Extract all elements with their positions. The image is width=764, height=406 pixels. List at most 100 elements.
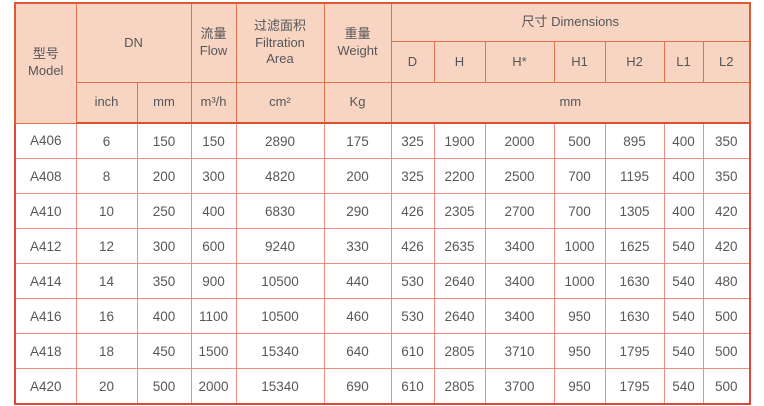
value-cell: 325 — [390, 158, 435, 194]
table-row: A420 20 500 2000 15340 690 610 2805 3700 950 1795 5… — [14, 368, 752, 405]
value-cell: 610 — [390, 333, 435, 369]
value-cell: 3400 — [484, 298, 555, 334]
value-cell: 330 — [323, 228, 392, 264]
value-cell: 3400 — [484, 263, 555, 299]
value-cell: 3400 — [484, 228, 555, 264]
header-row-dimension-columns: D H H* H1 H2 L1 L2 — [15, 41, 752, 83]
model-cell: A408 — [14, 158, 77, 194]
value-cell: 2200 — [433, 158, 486, 194]
value-cell: 500 — [702, 368, 752, 405]
unit-flow: m³/h — [190, 82, 237, 124]
value-cell: 16 — [75, 298, 138, 334]
value-cell: 20 — [75, 368, 138, 405]
value-cell: 10 — [75, 193, 138, 229]
value-cell: 200 — [323, 158, 392, 194]
value-cell: 10500 — [235, 263, 325, 299]
model-cell: A406 — [14, 122, 77, 159]
col-header-d: D — [390, 41, 435, 83]
col-header-l2: L2 — [702, 41, 752, 83]
value-cell: 250 — [136, 193, 192, 229]
value-cell: 1305 — [604, 193, 665, 229]
value-cell: 2805 — [433, 333, 486, 369]
value-cell: 15340 — [235, 368, 325, 405]
value-cell: 1500 — [190, 333, 237, 369]
value-cell: 325 — [390, 122, 435, 159]
value-cell: 426 — [390, 193, 435, 229]
header-row-units: inch mm m³/h cm² Kg mm — [15, 82, 752, 124]
value-cell: 3700 — [484, 368, 555, 405]
value-cell: 300 — [190, 158, 237, 194]
value-cell: 950 — [553, 368, 606, 405]
value-cell: 540 — [663, 368, 704, 405]
value-cell: 600 — [190, 228, 237, 264]
model-cell: A412 — [14, 228, 77, 264]
value-cell: 2890 — [235, 122, 325, 159]
value-cell: 1630 — [604, 298, 665, 334]
value-cell: 400 — [663, 193, 704, 229]
model-cell: A414 — [14, 263, 77, 299]
unit-weight: Kg — [323, 82, 392, 124]
value-cell: 350 — [702, 122, 752, 159]
value-cell: 2805 — [433, 368, 486, 405]
value-cell: 200 — [136, 158, 192, 194]
value-cell: 460 — [323, 298, 392, 334]
value-cell: 350 — [702, 158, 752, 194]
value-cell: 400 — [190, 193, 237, 229]
spec-table: 型号 Model DN 流量 Flow 过滤面积 Filtration Area… — [14, 2, 752, 405]
value-cell: 400 — [136, 298, 192, 334]
value-cell: 1795 — [604, 333, 665, 369]
value-cell: 540 — [663, 333, 704, 369]
table-row: A406 6 150 150 2890 175 325 1900 2000 500 895 400 35… — [14, 122, 752, 159]
table-row: A416 16 400 1100 10500 460 530 2640 3400 950 1630 5… — [14, 298, 752, 334]
unit-inch: inch — [75, 82, 138, 124]
value-cell: 1625 — [604, 228, 665, 264]
value-cell: 1795 — [604, 368, 665, 405]
unit-mm: mm — [136, 82, 192, 124]
value-cell: 440 — [323, 263, 392, 299]
value-cell: 300 — [136, 228, 192, 264]
col-header-h-star: H* — [484, 41, 555, 83]
table-body: A406 6 150 150 2890 175 325 1900 2000 500 895 400 35… — [14, 122, 752, 405]
col-header-h: H — [433, 41, 486, 83]
value-cell: 175 — [323, 122, 392, 159]
value-cell: 1000 — [553, 263, 606, 299]
value-cell: 420 — [702, 193, 752, 229]
value-cell: 290 — [323, 193, 392, 229]
table-row: A414 14 350 900 10500 440 530 2640 3400 1000 1630 5… — [14, 263, 752, 299]
value-cell: 1630 — [604, 263, 665, 299]
value-cell: 1900 — [433, 122, 486, 159]
value-cell: 2000 — [190, 368, 237, 405]
unit-area: cm² — [235, 82, 325, 124]
table-header: 型号 Model DN 流量 Flow 过滤面积 Filtration Area… — [14, 2, 752, 124]
col-header-dn: DN — [75, 2, 192, 83]
value-cell: 2000 — [484, 122, 555, 159]
value-cell: 950 — [553, 298, 606, 334]
value-cell: 700 — [553, 158, 606, 194]
model-cell: A420 — [14, 368, 77, 405]
value-cell: 14 — [75, 263, 138, 299]
col-header-weight: 重量 Weight — [323, 2, 392, 83]
value-cell: 2635 — [433, 228, 486, 264]
col-header-filtration-area: 过滤面积 Filtration Area — [235, 2, 325, 83]
col-header-h1: H1 — [553, 41, 606, 83]
value-cell: 426 — [390, 228, 435, 264]
value-cell: 2640 — [433, 263, 486, 299]
value-cell: 1100 — [190, 298, 237, 334]
value-cell: 6830 — [235, 193, 325, 229]
value-cell: 700 — [553, 193, 606, 229]
value-cell: 8 — [75, 158, 138, 194]
value-cell: 950 — [553, 333, 606, 369]
value-cell: 530 — [390, 298, 435, 334]
unit-dimensions-mm: mm — [390, 82, 752, 124]
model-cell: A410 — [14, 193, 77, 229]
col-header-flow: 流量 Flow — [190, 2, 237, 83]
value-cell: 540 — [663, 263, 704, 299]
value-cell: 400 — [663, 158, 704, 194]
value-cell: 500 — [702, 333, 752, 369]
value-cell: 18 — [75, 333, 138, 369]
value-cell: 500 — [702, 298, 752, 334]
value-cell: 150 — [190, 122, 237, 159]
value-cell: 610 — [390, 368, 435, 405]
value-cell: 2500 — [484, 158, 555, 194]
